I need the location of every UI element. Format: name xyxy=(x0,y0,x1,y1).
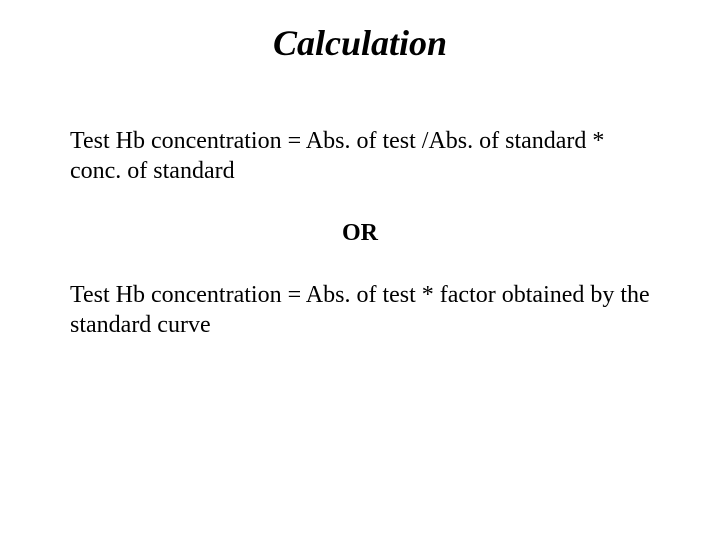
slide-body: Test Hb concentration = Abs. of test /Ab… xyxy=(0,126,720,340)
or-separator: OR xyxy=(70,218,650,248)
slide: Calculation Test Hb concentration = Abs.… xyxy=(0,0,720,540)
slide-title: Calculation xyxy=(0,0,720,64)
formula-1: Test Hb concentration = Abs. of test /Ab… xyxy=(70,126,650,186)
formula-2: Test Hb concentration = Abs. of test * f… xyxy=(70,280,650,340)
